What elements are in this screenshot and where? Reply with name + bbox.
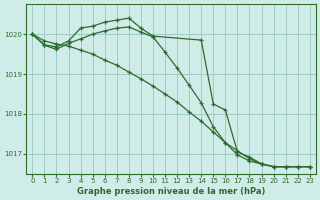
X-axis label: Graphe pression niveau de la mer (hPa): Graphe pression niveau de la mer (hPa) bbox=[77, 187, 265, 196]
